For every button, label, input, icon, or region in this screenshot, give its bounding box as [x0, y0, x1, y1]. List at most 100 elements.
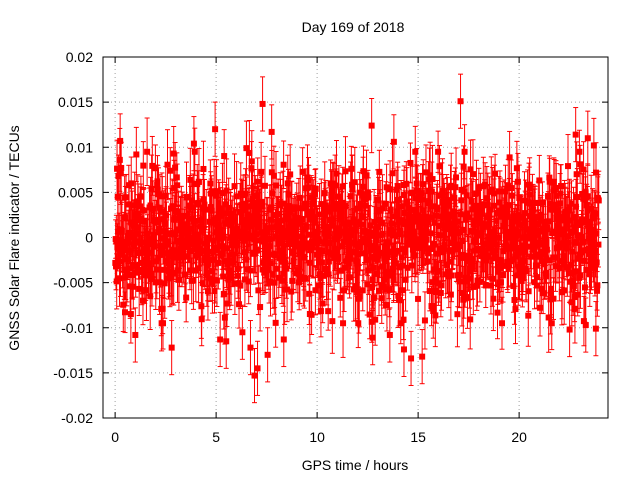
point-marker	[256, 206, 263, 213]
point-marker	[438, 282, 445, 289]
point-marker	[400, 316, 407, 323]
point-marker	[116, 237, 123, 244]
point-marker	[122, 214, 129, 221]
point-marker	[350, 286, 357, 293]
point-marker	[121, 309, 128, 316]
point-marker	[247, 267, 254, 274]
point-marker	[129, 232, 136, 239]
point-marker	[294, 267, 301, 274]
point-marker	[325, 308, 332, 315]
point-marker	[272, 233, 279, 240]
point-marker	[337, 216, 344, 223]
point-marker	[443, 202, 450, 209]
point-marker	[393, 208, 400, 215]
point-marker	[296, 276, 303, 283]
point-marker	[363, 172, 370, 179]
point-marker	[403, 199, 410, 206]
point-marker	[422, 213, 429, 220]
point-marker	[312, 287, 319, 294]
point-marker	[347, 255, 354, 262]
point-marker	[337, 294, 344, 301]
point-marker	[360, 168, 367, 175]
data-point	[320, 254, 327, 297]
point-marker	[408, 262, 415, 269]
data-point	[329, 288, 336, 354]
point-marker	[161, 266, 168, 273]
point-marker	[283, 265, 290, 272]
point-marker	[224, 245, 231, 252]
point-marker	[114, 165, 121, 172]
point-marker	[152, 165, 159, 172]
point-marker	[378, 295, 385, 302]
point-marker	[446, 258, 453, 265]
point-marker	[320, 272, 327, 279]
point-marker	[198, 223, 205, 230]
point-marker	[213, 277, 220, 284]
point-marker	[254, 178, 261, 185]
point-marker	[326, 240, 333, 247]
point-marker	[439, 249, 446, 256]
point-marker	[428, 245, 435, 252]
point-marker	[374, 256, 381, 263]
point-marker	[431, 219, 438, 226]
point-marker	[395, 292, 402, 299]
point-marker	[186, 267, 193, 274]
point-marker	[128, 180, 135, 187]
point-marker	[190, 277, 197, 284]
point-marker	[172, 215, 179, 222]
point-marker	[435, 148, 442, 155]
point-marker	[247, 223, 254, 230]
point-marker	[330, 251, 337, 258]
point-marker	[155, 191, 162, 198]
data-point	[272, 298, 279, 348]
point-marker	[202, 254, 209, 261]
point-marker	[295, 240, 302, 247]
point-marker	[294, 233, 301, 240]
point-marker	[284, 180, 291, 187]
point-marker	[219, 243, 226, 250]
point-marker	[327, 180, 334, 187]
point-marker	[287, 171, 294, 178]
point-marker	[397, 320, 404, 327]
point-marker	[127, 283, 134, 290]
point-marker	[453, 174, 460, 181]
point-marker	[386, 286, 393, 293]
data-point	[183, 272, 190, 323]
point-marker	[263, 225, 270, 232]
point-marker	[191, 148, 198, 155]
point-marker	[366, 311, 373, 318]
point-marker	[394, 247, 401, 254]
point-marker	[152, 216, 159, 223]
point-marker	[157, 248, 164, 255]
point-marker	[212, 192, 219, 199]
point-marker	[331, 205, 338, 212]
point-marker	[175, 208, 182, 215]
point-marker	[200, 165, 207, 172]
point-marker	[341, 287, 348, 294]
point-marker	[432, 312, 439, 319]
point-marker	[258, 198, 265, 205]
point-marker	[289, 277, 296, 284]
point-marker	[382, 200, 389, 207]
point-marker	[424, 258, 431, 265]
point-marker	[283, 212, 290, 219]
point-marker	[187, 176, 194, 183]
point-marker	[340, 220, 347, 227]
point-marker	[210, 216, 217, 223]
point-marker	[239, 218, 246, 225]
point-marker	[308, 311, 315, 318]
point-marker	[301, 200, 308, 207]
data-point	[308, 294, 315, 335]
point-marker	[331, 254, 338, 261]
point-marker	[335, 254, 342, 261]
point-marker	[383, 302, 390, 309]
point-marker	[430, 308, 437, 315]
point-marker	[353, 219, 360, 226]
data-point	[415, 272, 422, 326]
point-marker	[445, 216, 452, 223]
point-marker	[342, 168, 349, 175]
point-marker	[266, 243, 273, 250]
point-marker	[197, 250, 204, 257]
data-point	[198, 292, 205, 347]
point-marker	[325, 258, 332, 265]
